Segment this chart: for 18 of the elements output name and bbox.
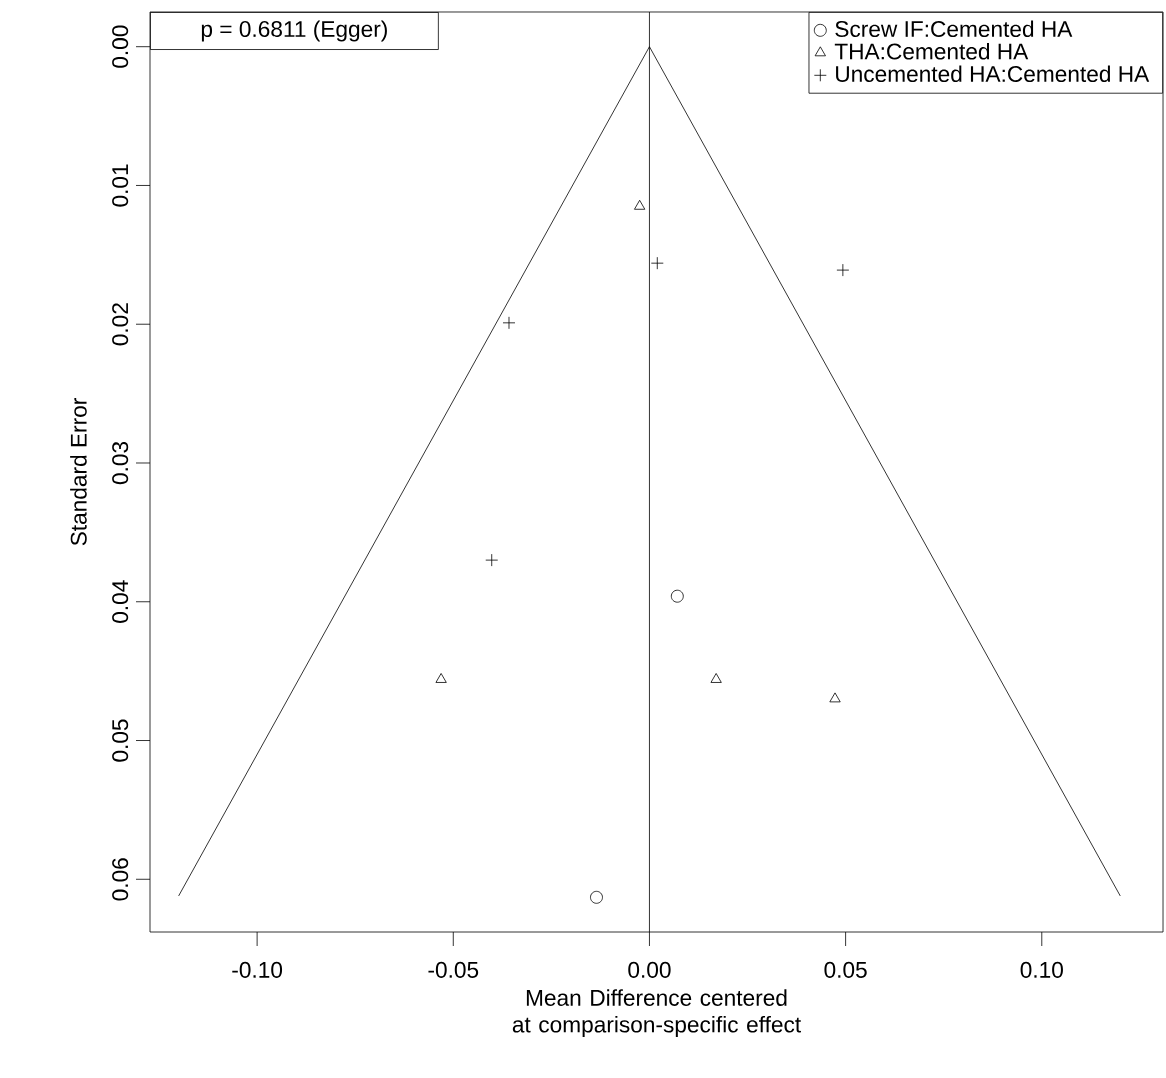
y-tick-label: 0.02: [112, 303, 129, 346]
legend-label: THA:Cemented HA: [834, 42, 1029, 60]
y-tick-label: 0.04: [112, 580, 129, 623]
x-tick-label: 0.00: [628, 961, 671, 978]
x-tick-label: -0.05: [428, 961, 479, 978]
x-tick-label: -0.10: [232, 961, 283, 978]
annotation: p = 0.6811 (Egger): [201, 20, 387, 42]
y-tick-label: 0.06: [112, 858, 129, 901]
y-tick-label: 0.03: [112, 441, 129, 485]
y-axis-title: Standard Error: [70, 398, 87, 546]
x-tick-label: 0.10: [1020, 961, 1063, 978]
y-tick-label: 0.05: [112, 719, 129, 762]
y-tick-label: 0.00: [112, 25, 129, 68]
x-tick-label: 0.05: [824, 961, 867, 978]
legend-label: Uncemented HA:Cemented HA: [836, 65, 1150, 83]
legend-label: Screw IF:Cemented HA: [835, 20, 1073, 38]
x-axis-title: Mean Difference centered at comparison-specific effect: [512, 989, 801, 1038]
y-tick-label: 0.01: [112, 164, 129, 207]
